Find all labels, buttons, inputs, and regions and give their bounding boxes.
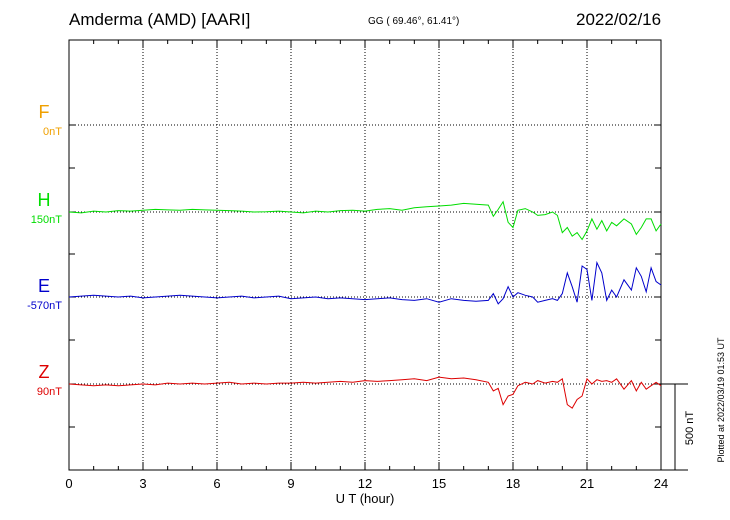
- series-baseline-Z: 90nT: [37, 386, 62, 398]
- x-tick-label: 21: [580, 476, 594, 491]
- x-tick-label: 24: [654, 476, 668, 491]
- coordinates-label: GG ( 69.46°, 61.41°): [368, 16, 460, 27]
- side-note: Plotted at 2022/03/19 01:53 UT: [716, 337, 726, 463]
- x-tick-label: 9: [287, 476, 294, 491]
- plot-frame: [68, 39, 662, 471]
- x-tick-label: 6: [213, 476, 220, 491]
- x-tick-label: 0: [65, 476, 72, 491]
- series-name-Z: Z: [39, 362, 50, 382]
- series-line-E: [68, 260, 662, 305]
- series-name-H: H: [38, 190, 51, 210]
- series-name-E: E: [38, 276, 50, 296]
- x-axis-label: U T (hour): [336, 491, 395, 506]
- scale-bar: 500 nT: [661, 383, 696, 471]
- x-tick-label: 18: [506, 476, 520, 491]
- series-line-Z: [68, 376, 662, 409]
- station-title: Amderma (AMD) [AARI]: [69, 10, 251, 29]
- x-tick-label: 15: [432, 476, 446, 491]
- x-tick-label: 12: [358, 476, 372, 491]
- series-labels: F 0nT H 150nT E -570nT Z 90nT: [27, 102, 62, 398]
- x-tick-label: 3: [139, 476, 146, 491]
- x-ticks: 0 3 6 9 12 15 18 21 24: [65, 40, 668, 491]
- series-name-F: F: [39, 102, 50, 122]
- series-baseline-F: 0nT: [43, 126, 62, 138]
- scale-label: 500 nT: [684, 411, 696, 446]
- series-baseline-H: 150nT: [31, 214, 62, 226]
- grid: [69, 40, 661, 470]
- date-label: 2022/02/16: [576, 10, 662, 29]
- series-group: [68, 200, 662, 409]
- series-baseline-E: -570nT: [27, 300, 62, 312]
- series-line-H: [68, 200, 662, 241]
